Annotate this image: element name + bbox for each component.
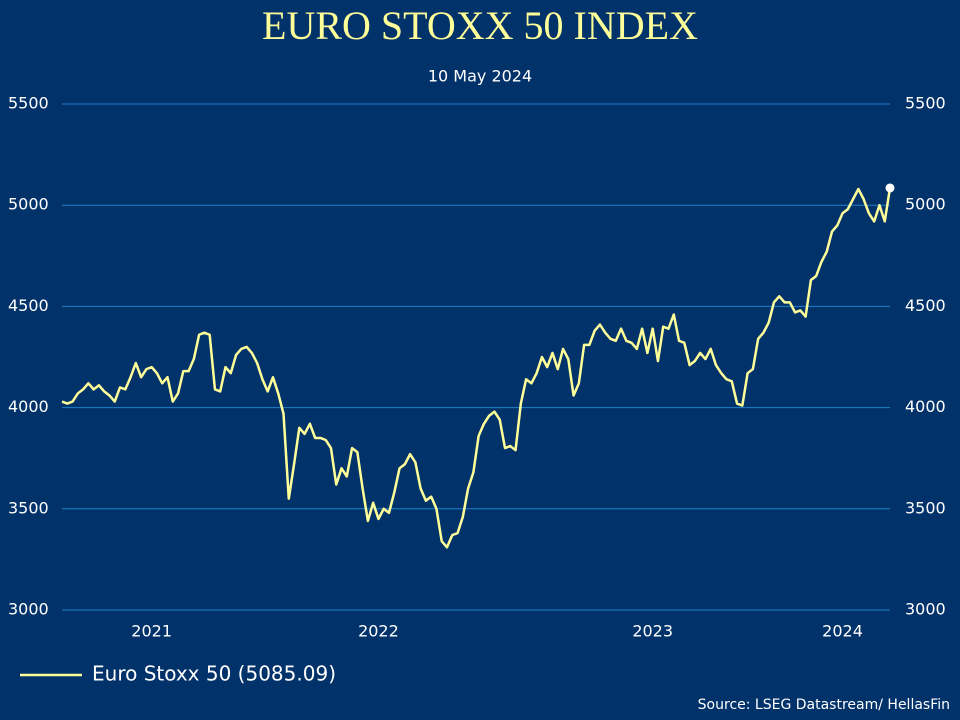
x-tick-label: 2023: [632, 622, 673, 641]
y2-tick-label: 5000: [905, 195, 946, 214]
x-tick-label: 2022: [358, 622, 399, 641]
y2-tick-label: 4000: [905, 397, 946, 416]
x-tick-label: 2024: [822, 622, 863, 641]
last-point-marker: [885, 183, 895, 193]
y-tick-label: 5000: [8, 195, 49, 214]
y-tick-label: 4500: [8, 296, 49, 315]
y2-tick-label: 4500: [905, 296, 946, 315]
y-tick-label: 3000: [8, 600, 49, 619]
series-line: [61, 187, 892, 549]
y-tick-label: 5500: [8, 94, 49, 113]
y2-tick-label: 3000: [905, 600, 946, 619]
y-tick-label: 4000: [8, 397, 49, 416]
chart-subtitle: 10 May 2024: [428, 67, 532, 86]
legend-label: Euro Stoxx 50 (5085.09): [92, 662, 336, 686]
chart-title: EURO STOXX 50 INDEX: [262, 3, 698, 48]
y2-tick-label: 5500: [905, 94, 946, 113]
y-tick-label: 3500: [8, 498, 49, 517]
source-note: Source: LSEG Datastream/ HellasFin: [698, 697, 950, 713]
x-tick-label: 2021: [131, 622, 172, 641]
y2-tick-label: 3500: [905, 498, 946, 517]
